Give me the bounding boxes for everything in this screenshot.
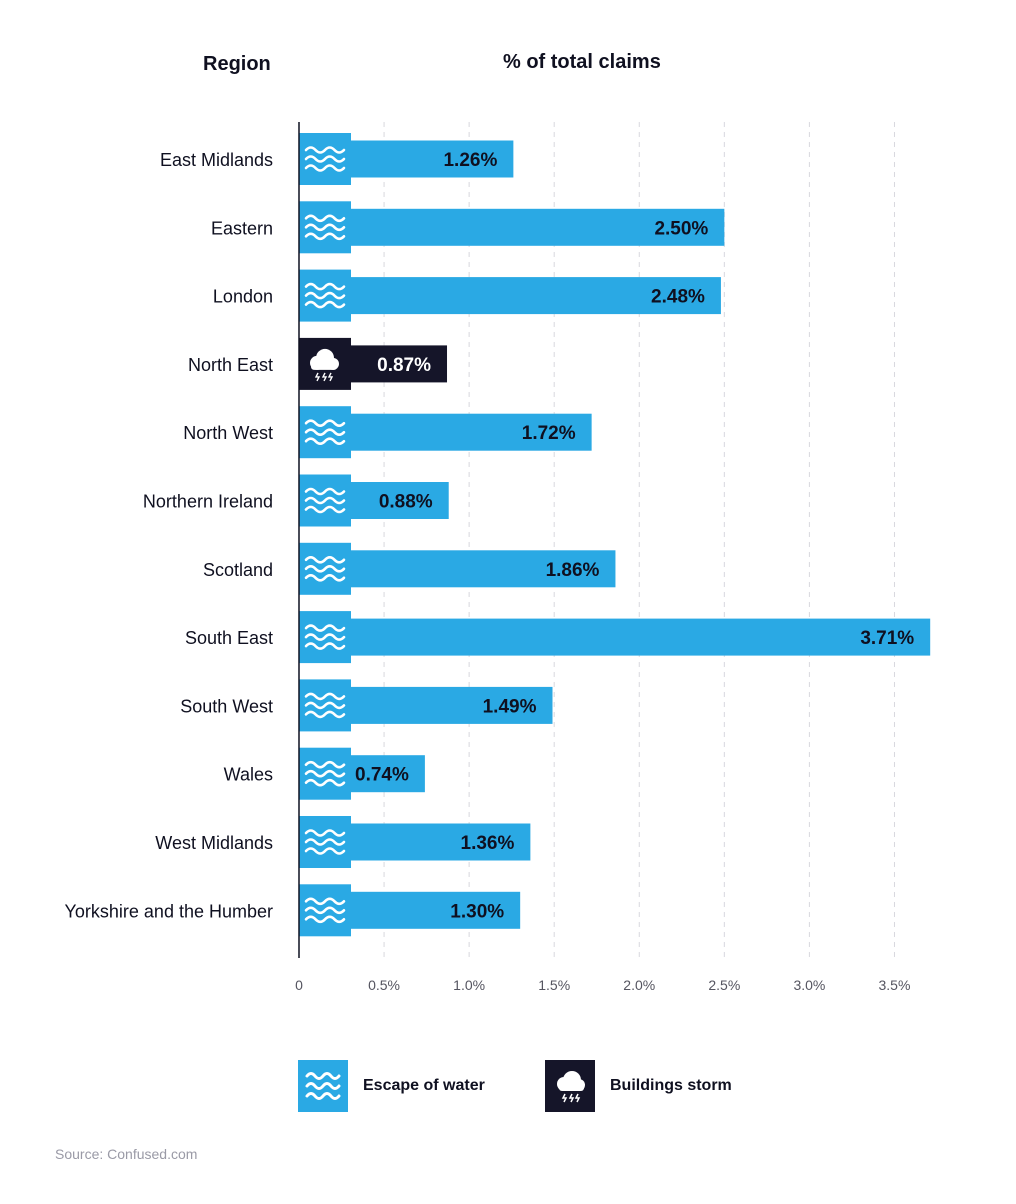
waves-icon xyxy=(299,201,351,254)
bar-row: South West 1.49% xyxy=(180,679,553,732)
bar-row: South East 3.71% xyxy=(185,611,931,664)
x-tick-label: 3.0% xyxy=(793,977,825,993)
bar-row: West Midlands 1.36% xyxy=(155,816,531,868)
data-label: 0.88% xyxy=(379,492,433,513)
claims-column-header: % of total claims xyxy=(503,51,661,73)
data-label: 3.71% xyxy=(860,628,914,649)
bar xyxy=(299,208,725,246)
storm-cloud-icon xyxy=(545,1060,595,1112)
region-label: West Midlands xyxy=(155,833,273,853)
waves-icon xyxy=(299,816,351,868)
bar xyxy=(299,277,721,315)
region-label: South West xyxy=(180,696,273,716)
region-label: Yorkshire and the Humber xyxy=(65,901,273,921)
bar-row: Eastern 2.50% xyxy=(211,201,725,254)
waves-icon xyxy=(299,133,351,185)
x-tick-label: 2.5% xyxy=(708,977,740,993)
data-label: 1.30% xyxy=(450,901,504,922)
source-note: Source: Confused.com xyxy=(55,1146,198,1162)
data-label: 1.26% xyxy=(443,150,497,171)
region-label: Wales xyxy=(224,765,273,785)
bar-row: Yorkshire and the Humber 1.30% xyxy=(65,884,521,937)
region-label: North East xyxy=(188,355,273,375)
waves-icon xyxy=(299,747,351,800)
waves-icon xyxy=(299,269,351,322)
x-tick-label: 1.0% xyxy=(453,977,485,993)
data-label: 2.48% xyxy=(651,287,705,308)
waves-icon xyxy=(299,406,351,459)
x-tick-label: 0.5% xyxy=(368,977,400,993)
waves-icon xyxy=(299,542,351,595)
bar xyxy=(299,618,931,656)
waves-icon xyxy=(299,611,351,664)
storm-cloud-icon xyxy=(299,337,351,390)
bars: East Midlands 1.26% Eastern 2.50% London 2.48… xyxy=(65,133,931,937)
data-label: 1.72% xyxy=(522,423,576,444)
data-label: 0.87% xyxy=(377,355,431,376)
bar-row: Wales 0.74% xyxy=(224,747,425,800)
waves-icon xyxy=(298,1060,348,1112)
region-label: East Midlands xyxy=(160,150,273,170)
region-label: South East xyxy=(185,628,273,648)
bar xyxy=(299,550,616,588)
region-label: Northern Ireland xyxy=(143,492,273,512)
bar-row: Northern Ireland 0.88% xyxy=(143,474,449,527)
axes: 0 0.5% 1.0% 1.5% 2.0% 2.5% 3.0% 3.5% xyxy=(295,122,910,993)
waves-icon xyxy=(299,679,351,732)
bar-row: Scotland 1.86% xyxy=(203,542,616,595)
bar-chart: East Midlands 1.26% Eastern 2.50% London 2.48… xyxy=(65,122,931,993)
data-label: 0.74% xyxy=(355,765,409,786)
data-label: 1.49% xyxy=(483,696,537,717)
bar-row: London 2.48% xyxy=(213,269,721,322)
bar-row: East Midlands 1.26% xyxy=(160,133,514,185)
x-tick-label: 1.5% xyxy=(538,977,570,993)
legend-label-escape-of-water: Escape of water xyxy=(363,1077,485,1094)
region-label: Eastern xyxy=(211,218,273,238)
legend-item-buildings-storm: Buildings storm xyxy=(545,1060,732,1112)
region-label: London xyxy=(213,287,273,307)
legend-item-escape-of-water: Escape of water xyxy=(298,1060,485,1112)
region-label: North West xyxy=(183,423,273,443)
x-tick-label: 3.5% xyxy=(879,977,911,993)
bar-row: North West 1.72% xyxy=(183,406,592,459)
region-column-header: Region xyxy=(203,53,271,75)
data-label: 2.50% xyxy=(654,218,708,239)
waves-icon xyxy=(299,474,351,527)
waves-icon xyxy=(299,884,351,937)
bar-row: North East 0.87% xyxy=(188,337,448,390)
legend-label-buildings-storm: Buildings storm xyxy=(610,1077,732,1094)
data-label: 1.86% xyxy=(546,560,600,581)
x-tick-label: 2.0% xyxy=(623,977,655,993)
data-label: 1.36% xyxy=(461,833,515,854)
region-label: Scotland xyxy=(203,560,273,580)
x-tick-label: 0 xyxy=(295,977,303,993)
